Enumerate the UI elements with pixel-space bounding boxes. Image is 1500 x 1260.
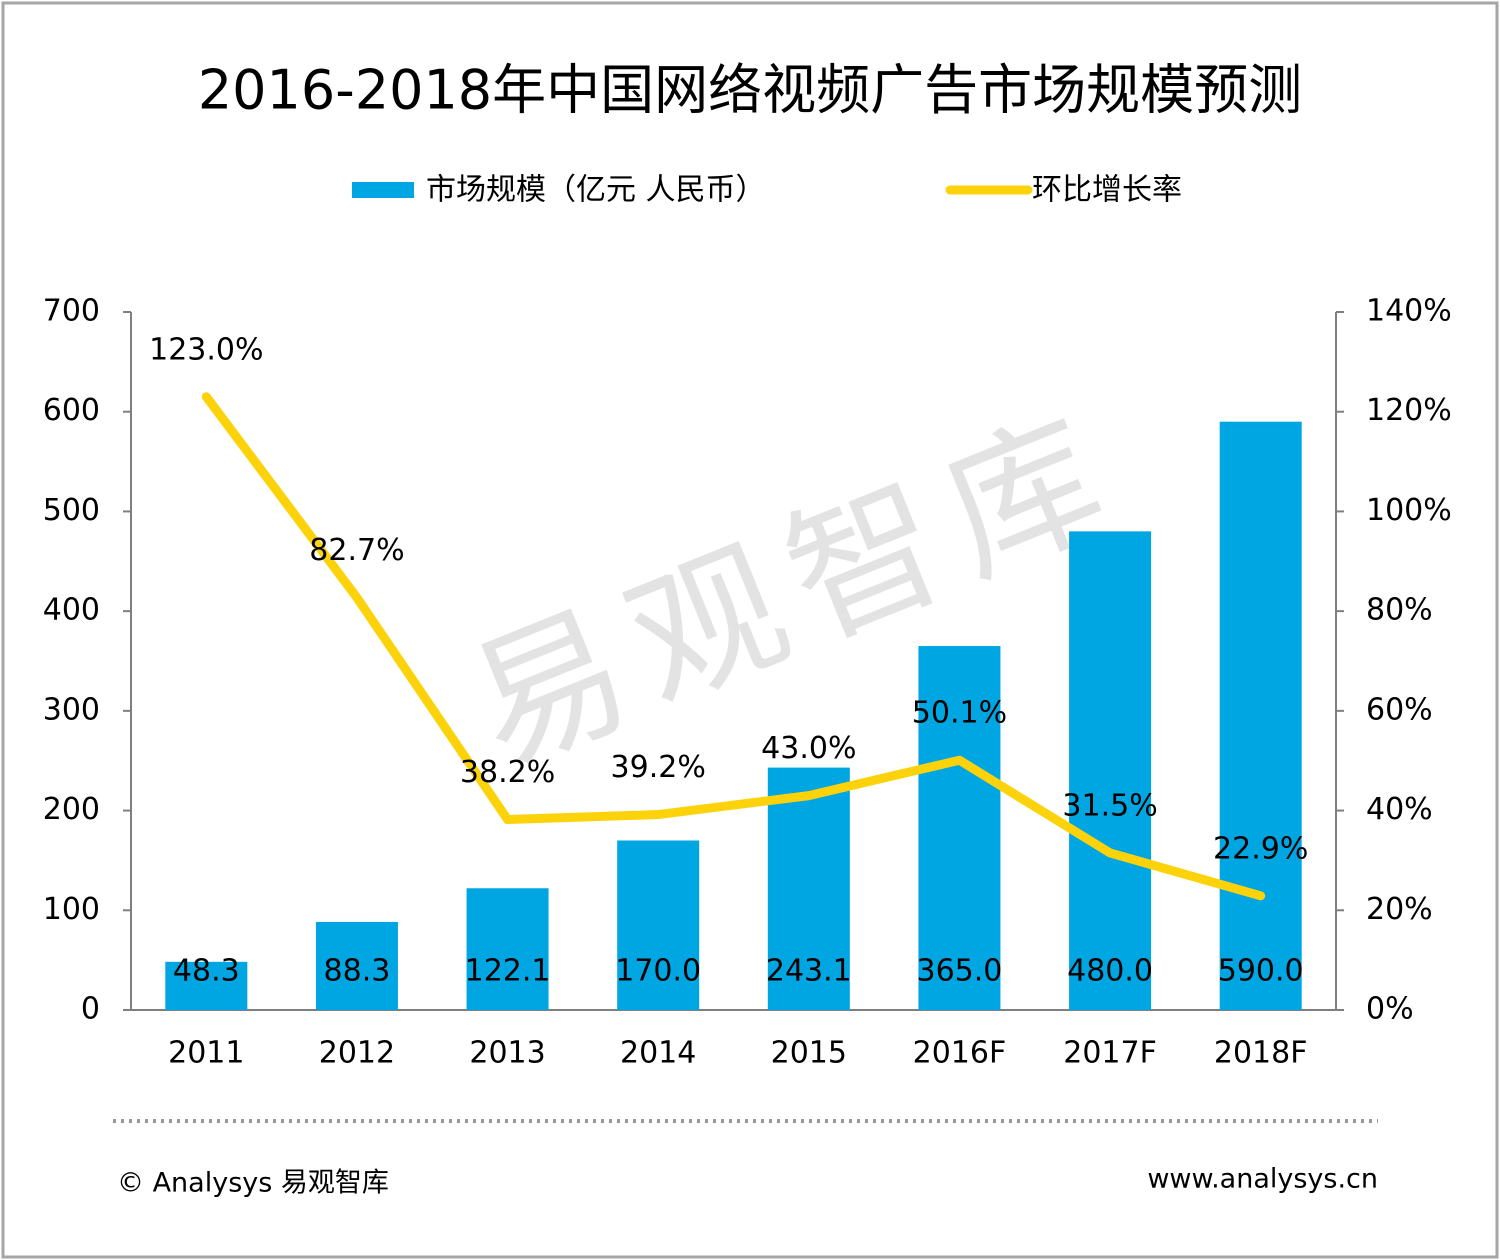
data-label: 48.3 (173, 954, 240, 989)
x-tick-label: 2015 (771, 1036, 847, 1071)
bar (617, 840, 700, 1010)
data-label: 38.2% (460, 755, 555, 790)
bar (1069, 531, 1152, 1010)
x-tick-label: 2011 (168, 1036, 244, 1071)
bar (315, 921, 398, 1010)
y-tick-label: 0 (81, 992, 100, 1027)
bar (918, 646, 1001, 1010)
bar (466, 888, 549, 1010)
y2-tick-label: 20% (1366, 892, 1433, 927)
legend-label: 环比增长率 (1032, 173, 1182, 208)
data-label: 88.3 (324, 954, 391, 989)
y2-tick-label: 60% (1366, 692, 1433, 727)
data-label: 39.2% (611, 750, 706, 785)
x-tick-label: 2012 (319, 1036, 395, 1071)
y2-tick-label: 80% (1366, 593, 1433, 628)
data-label: 122.1 (465, 954, 551, 989)
y2-tick-label: 140% (1366, 294, 1452, 329)
x-tick-label: 2018F (1214, 1036, 1308, 1071)
y2-tick-label: 100% (1366, 493, 1452, 528)
x-tick-label: 2017F (1063, 1036, 1157, 1071)
data-label: 43.0% (761, 731, 856, 766)
y-tick-label: 700 (43, 294, 100, 329)
y-tick-label: 200 (43, 792, 100, 827)
y-tick-label: 500 (43, 493, 100, 528)
data-label: 170.0 (615, 954, 701, 989)
website: www.analysys.cn (1147, 1164, 1378, 1195)
y2-tick-label: 0% (1366, 992, 1414, 1027)
legend-swatch (352, 182, 414, 198)
data-label: 50.1% (912, 696, 1007, 731)
line (201, 392, 1266, 901)
data-label: 123.0% (149, 332, 263, 367)
source: © Analysys 易观智库 (117, 1168, 389, 1199)
y-tick-label: 100 (43, 892, 100, 927)
x-tick-label: 2013 (469, 1036, 545, 1071)
bar (767, 767, 850, 1010)
y-tick-label: 600 (43, 393, 100, 428)
data-label: 243.1 (766, 954, 852, 989)
bar (1219, 421, 1302, 1011)
data-label: 82.7% (309, 533, 404, 568)
y-tick-label: 400 (43, 593, 100, 628)
legend-label: 市场规模（亿元 人民币） (426, 173, 766, 208)
data-label: 480.0 (1067, 954, 1153, 989)
x-tick-label: 2014 (620, 1036, 696, 1071)
data-label: 22.9% (1213, 831, 1308, 866)
data-label: 590.0 (1218, 954, 1304, 989)
chart-title: 2016-2018年中国网络视频广告市场规模预测 (198, 59, 1302, 122)
bar (165, 961, 248, 1010)
data-label: 31.5% (1062, 788, 1157, 823)
x-tick-label: 2016F (913, 1036, 1007, 1071)
y-tick-label: 300 (43, 692, 100, 727)
y2-tick-label: 120% (1366, 393, 1452, 428)
y2-tick-label: 40% (1366, 792, 1433, 827)
data-label: 365.0 (916, 954, 1002, 989)
